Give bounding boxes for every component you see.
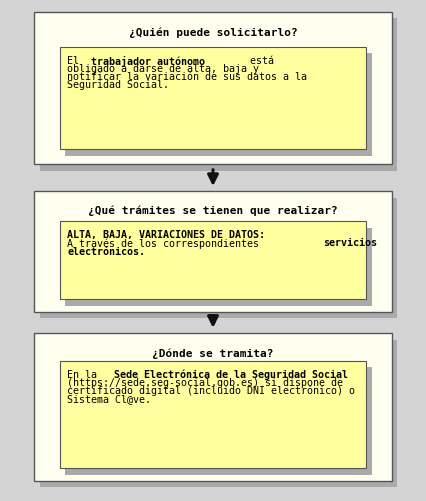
- Text: A través de los correspondientes: A través de los correspondientes: [67, 238, 265, 249]
- FancyBboxPatch shape: [60, 221, 366, 299]
- Text: ¿Dónde se tramita?: ¿Dónde se tramita?: [152, 349, 274, 359]
- Text: obligado a darse de alta, baja y: obligado a darse de alta, baja y: [67, 64, 259, 74]
- Text: está: está: [238, 56, 273, 66]
- Text: (https://sede.seg-social.gob.es) si dispone de: (https://sede.seg-social.gob.es) si disp…: [67, 378, 343, 388]
- FancyBboxPatch shape: [60, 47, 366, 149]
- FancyBboxPatch shape: [34, 191, 392, 312]
- FancyBboxPatch shape: [65, 53, 372, 156]
- FancyBboxPatch shape: [40, 18, 397, 171]
- FancyBboxPatch shape: [34, 12, 392, 164]
- Text: ¿Quién puede solicitarlo?: ¿Quién puede solicitarlo?: [129, 28, 297, 38]
- Text: notificar la variación de sus datos a la: notificar la variación de sus datos a la: [67, 72, 307, 82]
- Text: ¿Qué trámites se tienen que realizar?: ¿Qué trámites se tienen que realizar?: [88, 206, 338, 216]
- FancyBboxPatch shape: [40, 340, 397, 487]
- Text: trabajador autónomo: trabajador autónomo: [91, 56, 204, 67]
- FancyBboxPatch shape: [65, 228, 372, 306]
- Text: certificado digital (incluido DNI electrónico) o: certificado digital (incluido DNI electr…: [67, 386, 355, 396]
- Text: Sede Electrónica de la Seguridad Social: Sede Electrónica de la Seguridad Social: [114, 370, 348, 380]
- FancyBboxPatch shape: [65, 367, 372, 475]
- Text: El: El: [67, 56, 85, 66]
- Text: Sistema Cl@ve.: Sistema Cl@ve.: [67, 394, 151, 404]
- Text: electrónicos.: electrónicos.: [67, 246, 145, 257]
- Text: Seguridad Social.: Seguridad Social.: [67, 80, 169, 90]
- Text: En la: En la: [67, 370, 104, 380]
- FancyBboxPatch shape: [60, 361, 366, 468]
- Text: ALTA, BAJA, VARIACIONES DE DATOS:: ALTA, BAJA, VARIACIONES DE DATOS:: [67, 230, 265, 240]
- FancyBboxPatch shape: [34, 333, 392, 481]
- FancyBboxPatch shape: [40, 198, 397, 318]
- Text: servicios: servicios: [323, 238, 377, 248]
